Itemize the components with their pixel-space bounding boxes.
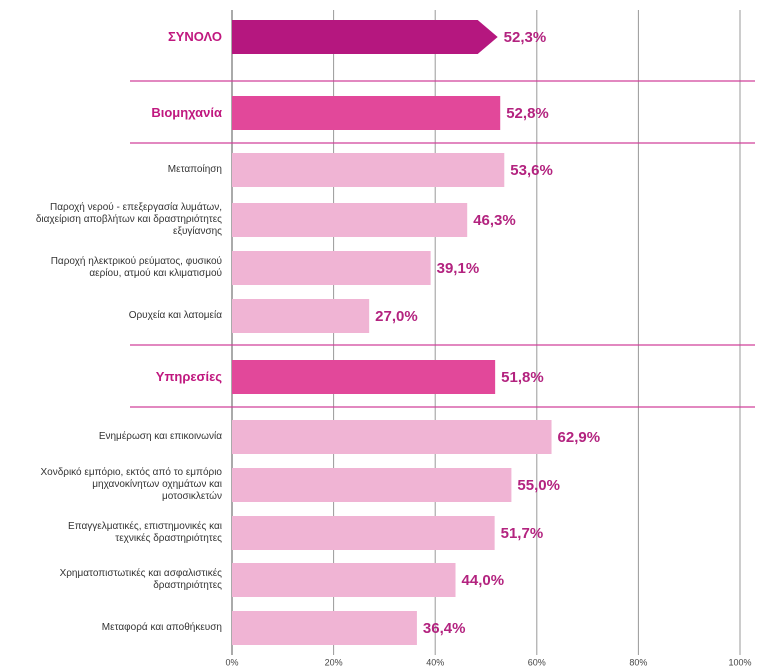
value-label: 36,4% [423, 620, 466, 637]
bar [232, 251, 431, 285]
category-label: Μεταποίηση [167, 164, 222, 175]
x-tick-label: 80% [629, 657, 647, 667]
value-label: 27,0% [375, 308, 418, 325]
category-label: Παροχή νερού - επεξεργασία λυμάτων, διαχ… [35, 202, 222, 237]
bar [232, 420, 552, 454]
category-label: Επαγγελματικές, επιστημονικές και τεχνικ… [68, 521, 222, 544]
x-tick-label: 40% [426, 657, 444, 667]
value-label: 51,8% [501, 369, 544, 386]
value-label: 52,3% [504, 29, 547, 46]
x-tick-label: 0% [225, 657, 238, 667]
value-label: 44,0% [462, 572, 505, 589]
category-label: Μεταφορά και αποθήκευση [101, 622, 222, 633]
category-label: Παροχή ηλεκτρικού ρεύματος, φυσικού αερί… [50, 256, 222, 279]
bar [232, 563, 456, 597]
bar [232, 20, 498, 54]
bar [232, 468, 512, 502]
bar [232, 153, 505, 187]
value-label: 46,3% [473, 212, 516, 229]
value-label: 55,0% [517, 477, 560, 494]
bar [232, 516, 495, 550]
x-tick-label: 100% [728, 657, 751, 667]
x-tick-label: 60% [528, 657, 546, 667]
category-label: Υπηρεσίες [155, 369, 222, 384]
category-label: Βιομηχανία [151, 105, 222, 120]
value-label: 52,8% [506, 105, 549, 122]
bar [232, 96, 501, 130]
bar [232, 360, 496, 394]
value-label: 62,9% [558, 429, 601, 446]
bar [232, 203, 468, 237]
value-label: 51,7% [501, 525, 544, 542]
category-label: Χρηματοπιστωτικές και ασφαλιστικές δραστ… [59, 568, 222, 591]
category-label: Χονδρικό εμπόριο, εκτός από το εμπόριο μ… [40, 467, 222, 502]
value-label: 39,1% [437, 260, 480, 277]
category-label: ΣΥΝΟΛΟ [167, 29, 222, 44]
value-label: 53,6% [510, 162, 553, 179]
bar [232, 299, 370, 333]
x-tick-label: 20% [325, 657, 343, 667]
category-label: Ορυχεία και λατομεία [128, 310, 222, 321]
category-label: Ενημέρωση και επικοινωνία [98, 431, 222, 442]
bar [232, 611, 417, 645]
